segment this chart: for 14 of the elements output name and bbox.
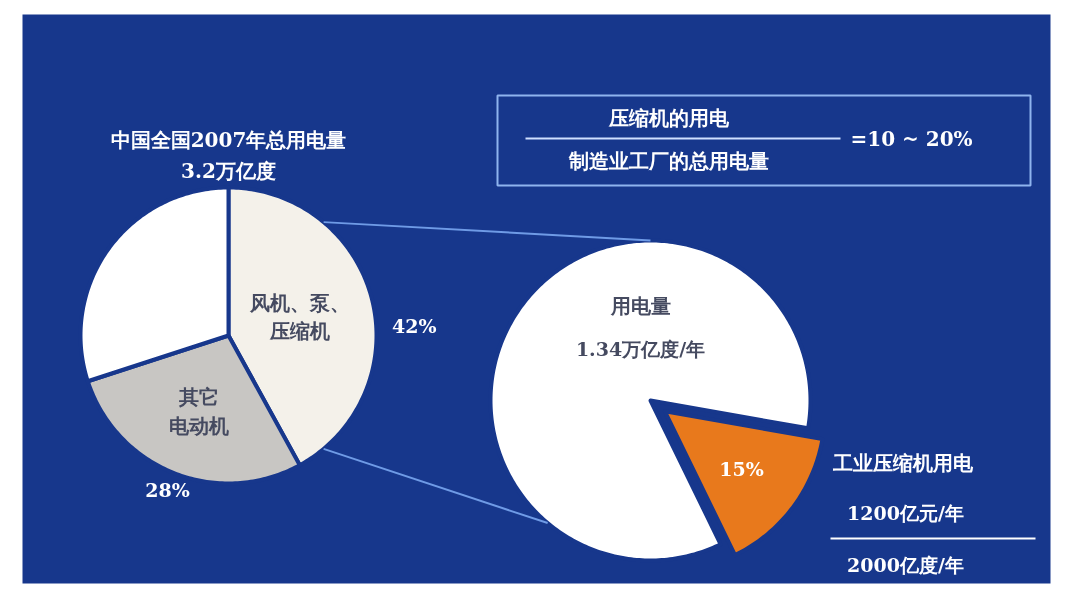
slice-label: 用电量 bbox=[609, 293, 671, 318]
text: 1200亿元/年 bbox=[847, 501, 964, 524]
data-label: 15% bbox=[719, 458, 764, 481]
chart-title: 中国全国2007年总用电量 3.2万亿度 bbox=[110, 127, 347, 184]
data-label: 28% bbox=[145, 478, 190, 501]
text: 1.34万亿度/年 bbox=[575, 337, 706, 360]
text: 制造业工厂的总用电量 bbox=[567, 148, 769, 173]
slice-label: 风机、泵、压缩机 bbox=[249, 290, 351, 344]
slice-label: 工业压缩机用电 bbox=[831, 450, 974, 475]
data-label: 42% bbox=[392, 314, 437, 337]
text: 压缩机的用电 bbox=[607, 105, 730, 130]
slice-label: 其它电动机 bbox=[168, 384, 229, 438]
text: =10 ~ 20% bbox=[850, 126, 973, 151]
text: 2000亿度/年 bbox=[847, 553, 964, 576]
